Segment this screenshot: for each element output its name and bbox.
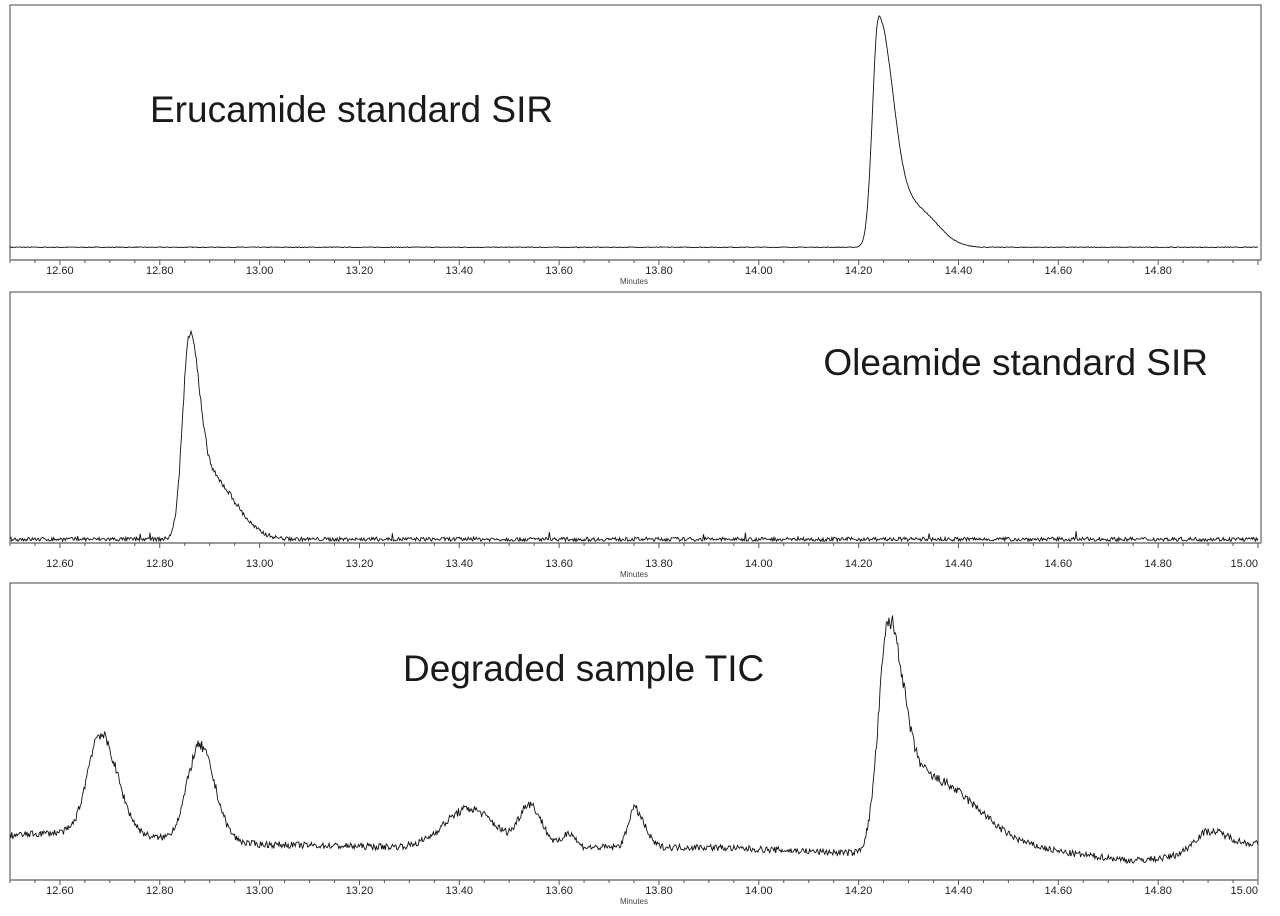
panel-2: 12.60 12.80 13.00 13.20 13.40 13.60 13.80 14.00… [9, 291, 1262, 579]
x-tick-label: 13.00 [246, 885, 274, 897]
panel-title: Degraded sample TIC [403, 648, 764, 689]
panel-title: Oleamide standard SIR [823, 342, 1208, 383]
x-tick-label: 13.40 [446, 558, 474, 570]
x-axis-label: Minutes [620, 277, 648, 286]
x-tick-label: 13.60 [545, 558, 573, 570]
x-tick-label: 13.20 [346, 558, 374, 570]
x-tick-label: 14.60 [1045, 558, 1073, 570]
chromatogram-trace [9, 15, 1258, 249]
panel-1: 12.60 12.80 13.00 13.20 13.40 13.60 13.80 14.00… [9, 4, 1262, 286]
x-tick-label: 12.60 [46, 885, 74, 897]
plot-frame [9, 582, 1259, 881]
x-tick-label: 13.20 [346, 885, 374, 897]
x-tick-label: 15.00 [1230, 885, 1258, 897]
x-tick-label: 13.80 [645, 265, 673, 277]
x-tick-label: 14.00 [745, 885, 773, 897]
x-tick-label: 13.00 [246, 265, 274, 277]
x-tick-label: 12.80 [146, 885, 174, 897]
x-tick-label: 14.40 [945, 885, 973, 897]
x-axis-label: Minutes [620, 570, 648, 579]
x-tick-label: 13.80 [645, 885, 673, 897]
x-tick-label: 13.60 [545, 265, 573, 277]
chromatogram-trace [9, 329, 1259, 543]
x-tick-label: 14.80 [1144, 885, 1172, 897]
x-tick-label: 13.80 [645, 558, 673, 570]
x-tick-label: 13.60 [545, 885, 573, 897]
x-tick-label: 12.60 [46, 558, 74, 570]
x-axis-label: Minutes [620, 897, 648, 906]
x-tick-label: 14.80 [1144, 265, 1172, 277]
x-tick-label: 14.00 [745, 265, 773, 277]
x-tick-label: 14.60 [1045, 885, 1073, 897]
x-tick-label: 14.60 [1045, 265, 1073, 277]
x-tick-label: 14.40 [945, 265, 973, 277]
x-tick-label: 13.40 [446, 265, 474, 277]
x-tick-label: 14.80 [1144, 558, 1172, 570]
x-tick-label: 14.20 [845, 885, 873, 897]
panel-3: 12.60 12.80 13.00 13.20 13.40 13.60 13.80 14.00… [9, 582, 1259, 906]
x-tick-label: 14.20 [845, 558, 873, 570]
panel-title: Erucamide standard SIR [150, 89, 553, 130]
x-tick-label: 15.00 [1230, 558, 1258, 570]
plot-frame [9, 4, 1262, 261]
x-tick-label: 12.80 [146, 265, 174, 277]
chromatogram-trace [9, 615, 1259, 865]
plot-frame [9, 291, 1262, 544]
x-tick-label: 13.40 [446, 885, 474, 897]
x-tick-label: 14.00 [745, 558, 773, 570]
x-tick-label: 14.40 [945, 558, 973, 570]
x-tick-label: 13.20 [346, 265, 374, 277]
x-tick-label: 13.00 [246, 558, 274, 570]
x-tick-label: 12.60 [46, 265, 74, 277]
x-tick-label: 14.20 [845, 265, 873, 277]
x-tick-label: 12.80 [146, 558, 174, 570]
